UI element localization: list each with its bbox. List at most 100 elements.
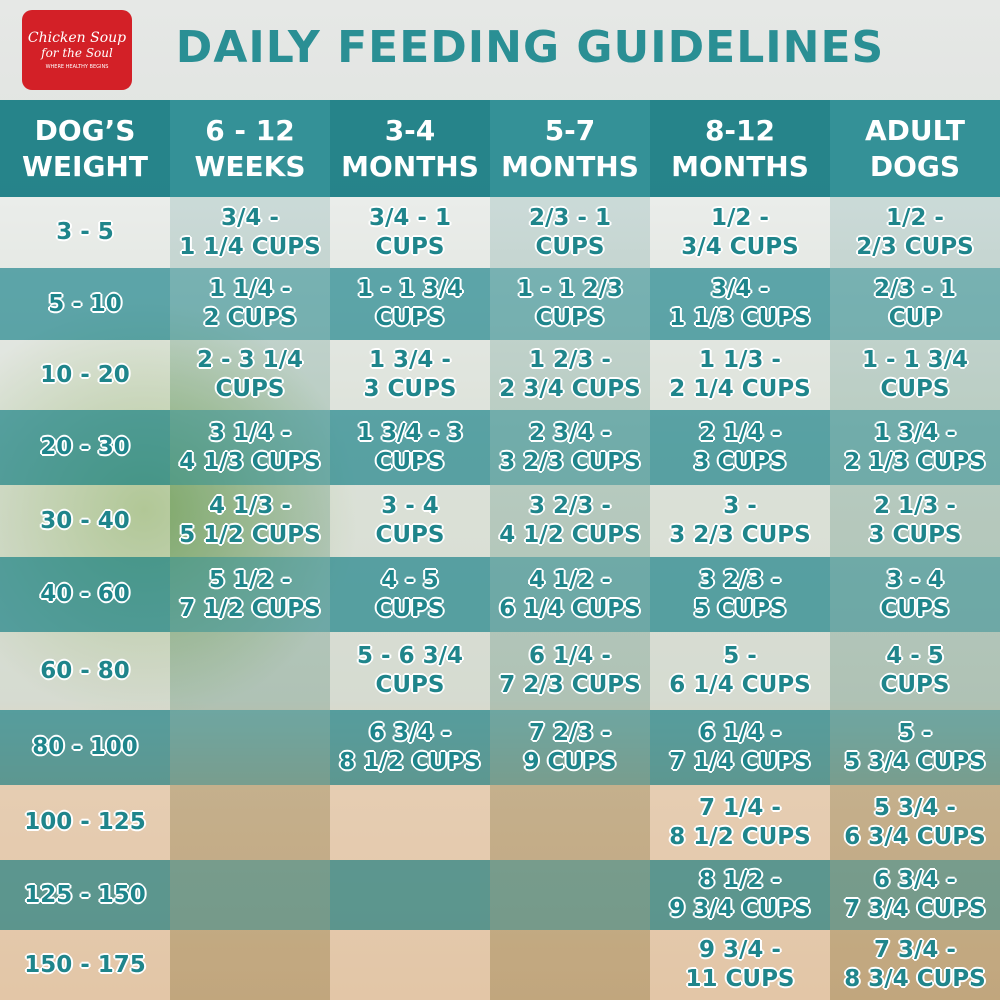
text-line: 3 - <box>723 493 757 519</box>
text-line: 6 1/4 CUPS <box>669 672 811 698</box>
weight-cell: 3 - 5 <box>0 197 170 268</box>
text-line: 1 3/4 - 3 <box>357 419 463 446</box>
text-line: 7 1/4 CUPS <box>669 748 811 775</box>
text-line: 5 3/4 - <box>874 794 956 821</box>
amount-cell: 4 - 5 CUPS <box>830 632 1000 710</box>
text-line: 4 - 5 <box>381 566 439 593</box>
text-line: MONTHS <box>501 149 639 183</box>
text-line: 4 1/2 - <box>529 566 611 593</box>
text-line: 1 3/4 - <box>874 419 956 446</box>
amount-cell: 3/4 -1 1/4 CUPS <box>170 197 330 268</box>
amount-cell: 4 1/2 -6 1/4 CUPS <box>490 557 650 632</box>
weight-cell: 60 - 80 <box>0 632 170 710</box>
amount-cell <box>330 785 490 860</box>
text-line: CUP <box>888 305 942 331</box>
text-line: 6 1/4 - <box>529 643 611 669</box>
text-line: 2 3/4 CUPS <box>499 376 641 402</box>
logo-text: Chicken Soup <box>27 30 127 46</box>
amount-cell: 1 - 1 3/4 CUPS <box>830 340 1000 410</box>
amount-cell: 6 1/4 -7 1/4 CUPS <box>650 710 830 785</box>
column-header: DOG’S WEIGHT <box>0 100 170 197</box>
amount-cell: 2 - 3 1/4 CUPS <box>170 340 330 410</box>
background-blur <box>0 300 360 720</box>
amount-cell: 1/2 -2/3 CUPS <box>830 197 1000 268</box>
amount-cell: 3/4 - 1 1/3 CUPS <box>650 268 830 340</box>
amount-cell: 5 -5 3/4 CUPS <box>830 710 1000 785</box>
text-line: 1 - 1 3/4 <box>357 276 463 302</box>
text-line: 9 CUPS <box>523 748 617 775</box>
text-line: 6 1/4 CUPS <box>499 595 641 622</box>
text-line: 3 2/3 - <box>699 566 781 593</box>
amount-cell <box>170 785 330 860</box>
weight-cell: 20 - 30 <box>0 410 170 485</box>
title: DAILY FEEDING GUIDELINES <box>175 22 885 73</box>
text-line: 4 1/2 CUPS <box>499 522 641 548</box>
weight-cell: 40 - 60 <box>0 557 170 632</box>
text-line: 1 3/4 - <box>369 347 451 373</box>
amount-cell: 1 2/3 - 2 3/4 CUPS <box>490 340 650 410</box>
amount-cell: 1 - 1 2/3 CUPS <box>490 268 650 340</box>
text-line: 9 3/4 - <box>699 937 781 963</box>
text-line: 2 CUPS <box>203 305 297 331</box>
text-line: 1 - 1 2/3 <box>517 276 623 302</box>
text-line: 5 1/2 CUPS <box>179 522 321 548</box>
amount-cell: 1 3/4 - 3 CUPS <box>330 340 490 410</box>
text-line: CUPS <box>215 376 285 402</box>
text-line: WEEKS <box>194 149 306 183</box>
text-line: 5-7 <box>544 113 596 147</box>
text-line: CUPS <box>375 672 445 698</box>
amount-cell: 1 - 1 3/4 CUPS <box>330 268 490 340</box>
amount-cell: 3 2/3 -5 CUPS <box>650 557 830 632</box>
column-header: ADULT DOGS <box>830 100 1000 197</box>
text-line: MONTHS <box>671 149 809 183</box>
title-bar: Chicken Soup for the Soul WHERE HEALTHY … <box>0 0 1000 100</box>
text-line: 4 - 5 <box>886 643 944 669</box>
amount-cell: 6 1/4 - 7 2/3 CUPS <box>490 632 650 710</box>
column-header: 6 - 12 WEEKS <box>170 100 330 197</box>
text-line: WEIGHT <box>22 149 148 183</box>
weight-cell: 10 - 20 <box>0 340 170 410</box>
text-line: 6 3/4 - <box>369 719 451 746</box>
text-line: 1 1/3 - <box>699 347 781 373</box>
text-line: 5 CUPS <box>693 595 787 622</box>
text-line: DOGS <box>869 149 961 183</box>
text-line: 2/3 - 1 <box>874 276 956 302</box>
amount-cell <box>170 632 330 710</box>
text-line: 6 1/4 - <box>699 719 781 746</box>
text-line: 2/3 - 1 <box>529 204 611 231</box>
amount-cell: 3 - 4 CUPS <box>330 485 490 557</box>
text-line: 3/4 CUPS <box>681 233 799 260</box>
logo: Chicken Soup for the Soul WHERE HEALTHY … <box>22 10 132 90</box>
text-line: 6 3/4 - <box>874 867 956 893</box>
amount-cell: 1 3/4 -2 1/3 CUPS <box>830 410 1000 485</box>
amount-cell: 5 - 6 3/4 CUPS <box>330 632 490 710</box>
amount-cell <box>490 860 650 930</box>
text-line: 5 - 6 3/4 <box>357 643 463 669</box>
amount-cell: 3 1/4 -4 1/3 CUPS <box>170 410 330 485</box>
text-line: 2/3 CUPS <box>856 233 974 260</box>
text-line: 7 3/4 - <box>874 937 956 963</box>
amount-cell <box>490 930 650 1000</box>
text-line: 5 - <box>898 719 932 746</box>
amount-cell: 4 - 5 CUPS <box>330 557 490 632</box>
text-line: 6 3/4 CUPS <box>844 823 986 850</box>
amount-cell: 3/4 - 1 CUPS <box>330 197 490 268</box>
text-line: 3 2/3 - <box>529 493 611 519</box>
amount-cell <box>170 710 330 785</box>
text-line: 1 2/3 - <box>529 347 611 373</box>
text-line: 8 3/4 CUPS <box>844 966 986 992</box>
text-line: 2 1/3 - <box>874 493 956 519</box>
text-line: CUPS <box>375 448 445 475</box>
amount-cell: 2/3 - 1 CUP <box>830 268 1000 340</box>
text-line: 3/4 - <box>221 204 279 231</box>
text-line: 7 1/2 CUPS <box>179 595 321 622</box>
text-line: CUPS <box>535 233 605 260</box>
weight-cell: 100 - 125 <box>0 785 170 860</box>
text-line: 5 - <box>723 643 757 669</box>
amount-cell: 7 2/3 -9 CUPS <box>490 710 650 785</box>
text-line: CUPS <box>880 672 950 698</box>
amount-cell: 2 1/4 -3 CUPS <box>650 410 830 485</box>
weight-cell: 125 - 150 <box>0 860 170 930</box>
text-line: 4 1/3 - <box>209 493 291 519</box>
text-line: CUPS <box>375 595 445 622</box>
